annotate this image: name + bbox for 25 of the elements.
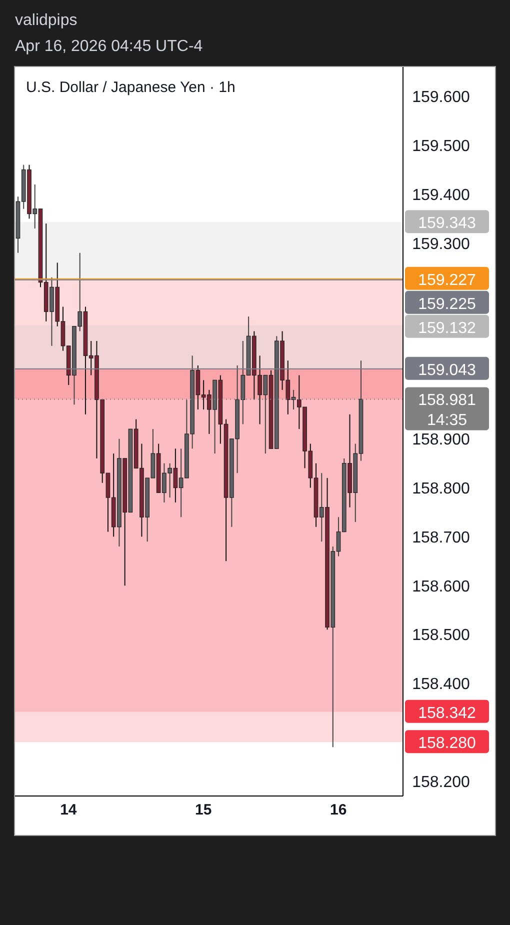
- ref-line-label: 159.227: [418, 272, 476, 289]
- y-tick-label: 158.400: [412, 676, 470, 694]
- ref-line-label: 159.225: [418, 296, 476, 313]
- text: U.S. Dollar / Japanese Yen · 1h: [26, 79, 236, 96]
- y-tick-label: 158.500: [412, 627, 470, 644]
- x-tick-label: 14: [60, 802, 78, 819]
- y-tick-label: 158.700: [412, 529, 470, 546]
- band-label: 158.280: [418, 735, 476, 752]
- y-tick-label: 158.200: [412, 774, 470, 791]
- y-tick-label: 159.300: [412, 236, 470, 253]
- band-label: 158.342: [418, 704, 476, 722]
- band-label: 159.132: [418, 320, 476, 337]
- x-tick-label: 16: [330, 802, 347, 819]
- text: Apr 16, 2026 04:45 UTC-4: [15, 38, 203, 56]
- band-label: 159.343: [418, 215, 476, 232]
- ref-line-label: 158.981 14:35: [418, 392, 476, 430]
- y-tick-label: 158.800: [412, 480, 470, 498]
- x-tick-label: 15: [195, 802, 212, 819]
- y-tick-label: 159.400: [412, 186, 470, 204]
- y-tick-label: 158.600: [412, 578, 470, 596]
- y-tick-label: 159.600: [412, 89, 470, 106]
- y-tick-label: 158.900: [412, 432, 470, 449]
- ref-line-label: 159.043: [418, 362, 476, 379]
- y-tick-label: 159.500: [412, 138, 470, 155]
- text: validpips: [15, 12, 78, 30]
